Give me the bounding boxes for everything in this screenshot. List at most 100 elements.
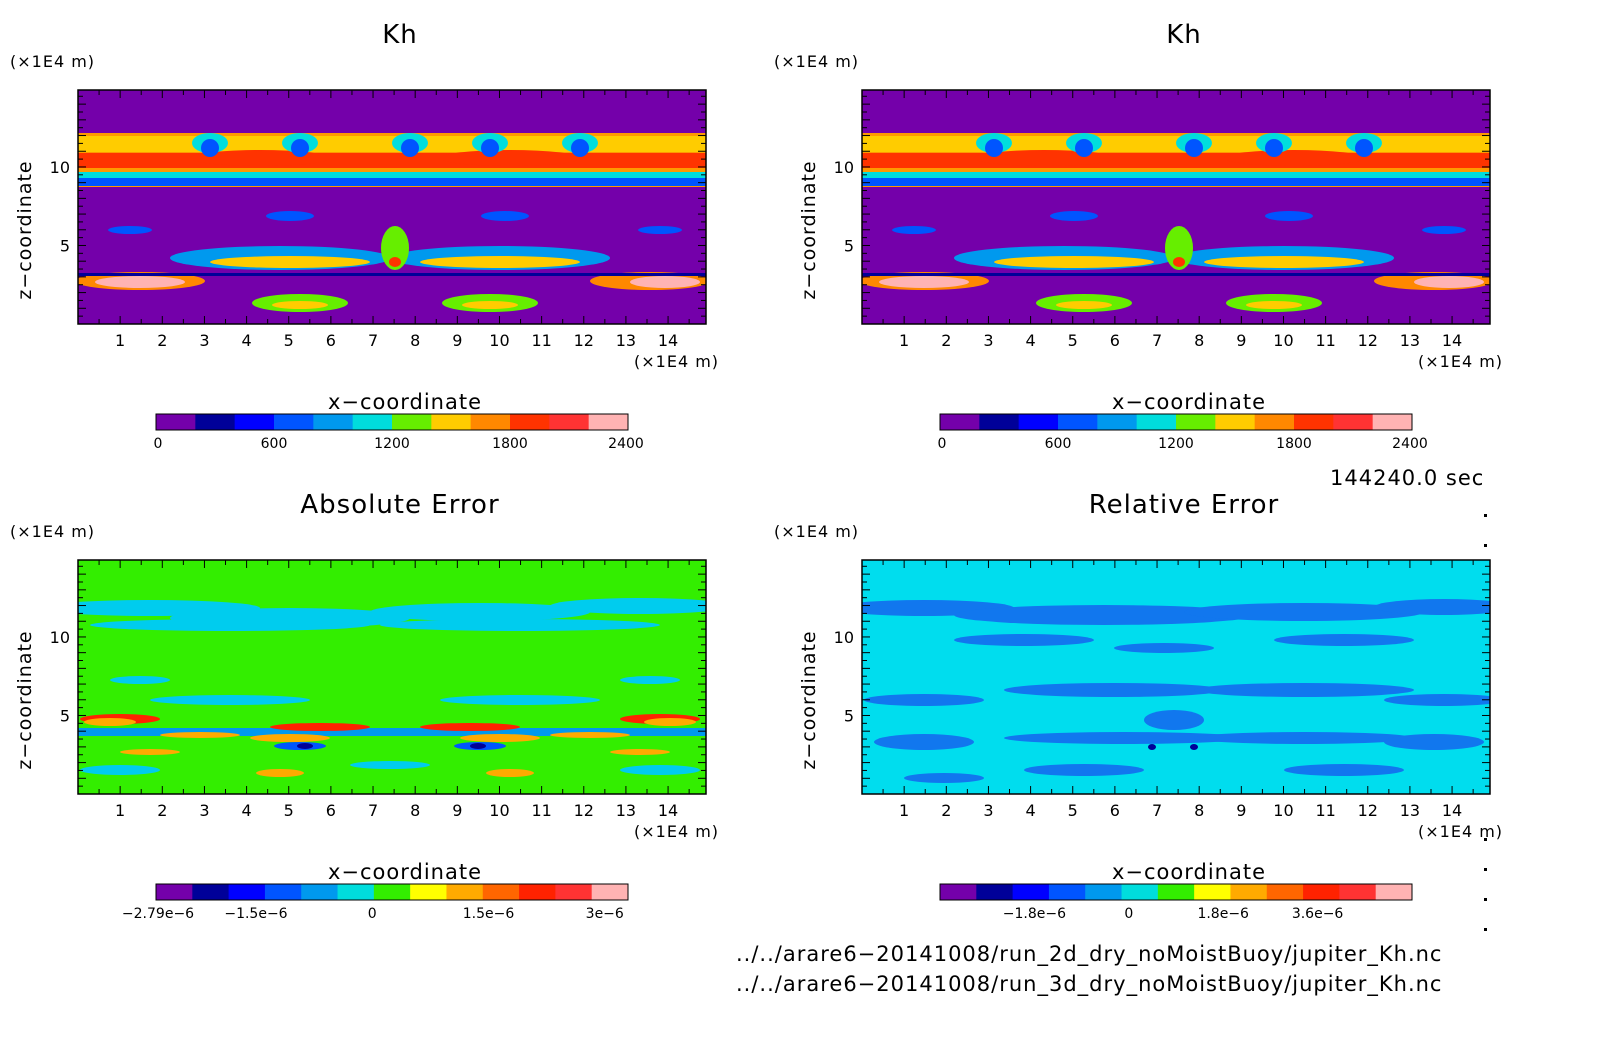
colorbar-tick-label: 0 [1124,906,1133,922]
field-eddy [1355,139,1373,157]
colorbar-swatch [1375,884,1413,900]
colorbar-swatch [313,414,354,430]
x-tick-label: 2 [941,801,951,820]
x-tick-label: 2 [157,331,167,350]
x-tick-label: 5 [284,801,294,820]
field-background [78,560,706,794]
colorbar-swatch [234,414,275,430]
x-unit-label: (×1E4 m) [634,352,720,371]
field-background [78,90,706,324]
colorbar-frame [155,413,629,431]
field-warm [486,769,534,777]
x-unit-label: (×1E4 m) [1418,822,1504,841]
x-tick-label: 3 [199,331,209,350]
time-stamp: 144240.0 sec [1330,466,1485,490]
x-tick-label: 5 [1068,801,1078,820]
colorbar-swatch [591,884,629,900]
field-spot [1148,744,1156,750]
field-line [78,273,706,276]
field-patch [620,676,680,684]
x-tick-label: 14 [658,331,678,350]
x-tick-label: 13 [616,331,636,350]
x-tick-label: 14 [658,801,678,820]
colorbar-swatch [1136,414,1177,430]
field-right-core [1414,276,1484,288]
colorbar-swatch [337,884,375,900]
colorbar-swatch [1194,884,1231,900]
field-patch [1284,764,1404,776]
field-core [1224,150,1364,166]
x-tick-label: 9 [1236,801,1246,820]
x-tick-label: 4 [241,331,251,350]
field-warm [644,718,696,726]
field-plume-core [1173,257,1185,267]
colorbar-swatch [1372,414,1413,430]
field-line [862,273,1490,276]
colorbar-swatch [1266,884,1304,900]
field-patch [620,765,700,775]
colorbar-tick-label: 600 [1045,436,1072,452]
x-tick-label: 3 [983,331,993,350]
colorbar-swatch [431,414,472,430]
field-patch [1274,634,1414,646]
field-patch [954,605,1254,625]
x-tick-label: 14 [1442,331,1462,350]
colorbar-tick-label: 3.6e−6 [1292,906,1344,922]
field-warm [160,732,240,738]
colorbar-swatch [195,414,236,430]
field-warm [120,749,180,755]
panel-title: Relative Error [1088,490,1280,520]
x-axis-label: x−coordinate [327,390,483,414]
field-background [862,560,1490,794]
field-bottom-core [1246,301,1302,309]
x-tick-label: 8 [1194,801,1204,820]
x-tick-label: 8 [410,801,420,820]
colorbar-swatch [519,884,556,900]
x-tick-label: 2 [941,331,951,350]
x-tick-label: 12 [574,801,594,820]
colorbar-tick-label: 0 [368,906,377,922]
colorbar-swatch [555,884,593,900]
x-tick-label: 10 [489,331,509,350]
colorbar-frame [939,413,1413,431]
y-tick-label: 5 [60,236,70,255]
field-coldcore [470,743,486,749]
x-tick-label: 7 [368,801,378,820]
colorbar-swatch [446,884,484,900]
field-patch [1374,599,1490,615]
y-unit-label: (×1E4 m) [774,52,860,71]
y-tick-label: 10 [50,158,70,177]
x-tick-label: 1 [899,801,909,820]
x-tick-label: 13 [1400,801,1420,820]
field-patch [1004,683,1224,697]
colorbar-swatch [510,414,550,430]
x-tick-label: 11 [531,331,551,350]
x-tick-label: 6 [1110,801,1120,820]
field-patch [1384,734,1484,750]
colorbar-swatch [1333,414,1374,430]
colorbar-swatch [1294,414,1334,430]
x-tick-label: 1 [899,331,909,350]
decorative-dots [1484,510,1488,940]
field-bottom-core [272,301,328,309]
colorbar-tick-label: 0 [938,436,947,452]
field-warm [256,769,304,777]
colorbar-swatch [274,414,314,430]
field-lower-core [420,256,580,268]
field-patch [1384,694,1490,706]
field-blob [481,211,529,221]
x-tick-label: 9 [452,331,462,350]
colorbar-swatch [1339,884,1377,900]
field-blob [892,226,936,234]
x-tick-label: 1 [115,801,125,820]
colorbar-tick-label: 1800 [1276,436,1312,452]
x-axis-label: x−coordinate [1111,390,1267,414]
field-band-upper-yellow [862,136,1490,152]
colorbar-swatch [1018,414,1059,430]
x-tick-label: 13 [616,801,636,820]
y-tick-label: 5 [844,236,854,255]
field-patch [1194,683,1414,697]
field-patch [550,598,706,614]
